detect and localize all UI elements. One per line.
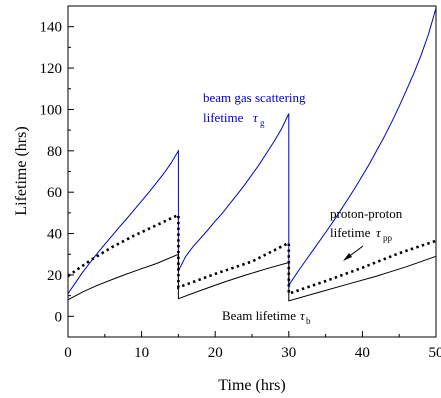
- y-tick-label-0: 0: [55, 309, 63, 325]
- y-tick-label-2: 40: [47, 227, 62, 243]
- y-tick-label-5: 100: [40, 102, 63, 118]
- y-tick-label-1: 20: [47, 268, 62, 284]
- series-line-1: [67, 212, 437, 296]
- annotation-bgs-symbol: τ: [253, 110, 259, 125]
- y-tick-label-3: 60: [47, 185, 62, 201]
- x-tick-label-3: 30: [281, 345, 296, 361]
- annotation-beam-sub: b: [306, 316, 311, 326]
- annotation-beam-line1: Beam lifetime: [222, 308, 296, 323]
- annotation-pp-symbol: τ: [376, 225, 382, 240]
- x-tick-label-2: 20: [208, 345, 223, 361]
- plot-frame: [67, 5, 437, 338]
- x-axis-title: Time (hrs): [218, 377, 285, 394]
- y-tick-label-4: 80: [47, 144, 62, 160]
- annotation-pp-arrowhead: [343, 253, 352, 261]
- annotation-proton-proton: proton-proton lifetime τ pp: [330, 206, 403, 261]
- annotation-beam-gas-scattering: beam gas scattering lifetime τ g: [203, 90, 306, 128]
- annotation-bgs-line2: lifetime: [203, 110, 244, 125]
- x-tick-label-0: 0: [64, 345, 72, 361]
- annotation-beam-symbol: τ: [300, 308, 306, 323]
- ticks-layer: 0 10 20 30 40 50 0 20 40 60 80 100 120 140: [40, 20, 441, 361]
- y-axis-title: Lifetime (hrs): [13, 126, 30, 215]
- series-line-0: [67, 7, 437, 294]
- annotation-pp-line2: lifetime: [330, 225, 371, 240]
- annotation-beam-lifetime: Beam lifetime τ b: [222, 308, 311, 326]
- annotation-bgs-sub: g: [260, 118, 265, 128]
- y-tick-label-6: 120: [40, 61, 63, 77]
- y-tick-label-7: 140: [40, 20, 63, 36]
- x-tick-label-4: 40: [355, 345, 370, 361]
- x-tick-label-5: 50: [429, 345, 441, 361]
- annotation-pp-sub: pp: [383, 233, 393, 243]
- annotation-bgs-line1: beam gas scattering: [203, 90, 306, 105]
- x-tick-label-1: 10: [134, 345, 149, 361]
- annotation-pp-line1: proton-proton: [330, 206, 403, 221]
- series-line-2: [67, 253, 437, 302]
- series-layer: [67, 7, 437, 302]
